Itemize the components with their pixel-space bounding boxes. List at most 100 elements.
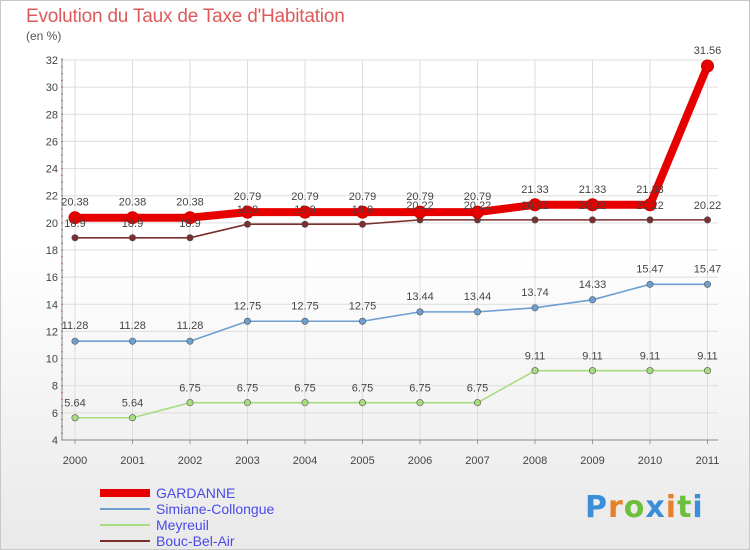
data-point-gardanne-2008 [528,198,542,212]
data-point-simiane-collongue-2009 [588,296,596,304]
data-point-meyreuil-2002 [186,399,194,407]
data-label-meyreuil-2000: 5.64 [64,398,85,410]
data-point-simiane-collongue-2004 [301,317,309,325]
y-tick-label-24: 24 [46,164,58,176]
data-point-meyreuil-2007 [473,399,481,407]
data-label-simiane-collongue-2011: 15.47 [694,263,722,275]
legend-swatch-meyreuil [100,524,150,526]
legend-label-meyreuil: Meyreuil [156,517,209,533]
data-point-simiane-collongue-2011 [703,280,711,288]
x-tick-label-2004: 2004 [293,455,317,467]
data-label-simiane-collongue-2003: 12.75 [234,300,262,312]
x-tick-label-2009: 2009 [580,455,604,467]
y-tick-label-28: 28 [46,109,58,121]
x-tick-label-2010: 2010 [638,455,662,467]
y-tick-label-32: 32 [46,55,58,67]
data-label-simiane-collongue-2001: 11.28 [119,320,146,332]
data-label-bouc-bel-air-2004: 19.9 [294,204,315,216]
data-point-simiane-collongue-2006 [416,308,424,316]
x-tick-label-2000: 2000 [63,455,87,467]
data-label-bouc-bel-air-2009: 20.22 [579,200,607,212]
data-label-gardanne-2011: 31.56 [694,45,722,57]
data-label-gardanne-2008: 21.33 [521,184,549,196]
data-label-meyreuil-2009: 9.11 [582,351,603,363]
y-tick-label-16: 16 [46,272,58,284]
series-line-bouc-bel-air [75,219,708,239]
data-label-gardanne-2004: 20.79 [291,191,319,203]
data-point-gardanne-2001 [126,211,139,225]
y-tick-label-18: 18 [46,245,58,257]
data-point-meyreuil-2010 [646,367,654,375]
data-point-meyreuil-2008 [531,367,539,375]
data-label-gardanne-2003: 20.79 [234,191,262,203]
data-point-meyreuil-2000 [71,414,79,422]
data-label-gardanne-2001: 20.38 [119,197,147,209]
data-point-bouc-bel-air-2001 [129,234,137,242]
proxiti-logo: Proxiti [585,490,704,525]
y-tick-label-14: 14 [46,299,58,311]
data-label-bouc-bel-air-2002: 18.9 [179,218,200,230]
x-tick-label-2002: 2002 [178,455,202,467]
data-label-simiane-collongue-2000: 11.28 [62,320,89,332]
legend-item-bouc-bel-air: Bouc-Bel-Air [100,533,360,549]
data-label-gardanne-2000: 20.38 [61,197,89,209]
y-tick-label-26: 26 [46,136,58,148]
data-point-simiane-collongue-2007 [473,308,481,316]
series-line-meyreuil [75,369,708,419]
data-label-bouc-bel-air-2011: 20.22 [694,200,722,212]
data-point-bouc-bel-air-2002 [186,234,194,242]
data-point-meyreuil-2006 [416,399,424,407]
y-axis-unit: (en %) [26,29,62,43]
legend: GARDANNE Simiane-Collongue Meyreuil Bouc… [100,485,360,549]
data-point-simiane-collongue-2008 [531,304,539,312]
data-point-simiane-collongue-2003 [244,317,252,325]
data-label-gardanne-2007: 20.79 [464,191,492,203]
x-tick-label-2007: 2007 [465,455,489,467]
x-tick-label-2008: 2008 [523,455,547,467]
data-label-bouc-bel-air-2007: 20.22 [464,200,492,212]
y-tick-label-30: 30 [46,82,58,94]
data-label-meyreuil-2003: 6.75 [237,383,258,395]
data-label-simiane-collongue-2010: 15.47 [636,263,664,275]
data-label-simiane-collongue-2007: 13.44 [464,291,492,303]
data-label-gardanne-2009: 21.33 [579,184,607,196]
data-label-meyreuil-2006: 6.75 [409,383,430,395]
data-label-bouc-bel-air-2001: 18.9 [122,218,143,230]
data-point-meyreuil-2003 [244,399,252,407]
data-point-gardanne-2007 [471,205,484,219]
data-point-meyreuil-2009 [588,367,596,375]
data-point-gardanne-2002 [183,211,197,225]
y-tick-label-10: 10 [46,354,58,366]
data-label-simiane-collongue-2008: 13.74 [521,287,549,299]
legend-swatch-bouc-bel-air [100,540,150,542]
x-tick-label-2006: 2006 [408,455,432,467]
data-label-meyreuil-2011: 9.11 [697,351,718,363]
data-label-meyreuil-2008: 9.11 [525,351,546,363]
legend-item-gardanne: GARDANNE [100,485,360,501]
x-tick-label-2005: 2005 [350,455,374,467]
data-point-gardanne-2003 [241,205,254,219]
legend-swatch-gardanne [100,489,150,497]
data-label-meyreuil-2007: 6.75 [467,383,488,395]
data-point-gardanne-2004 [298,205,312,219]
data-point-bouc-bel-air-2000 [71,234,79,242]
data-label-meyreuil-2010: 9.11 [640,351,661,363]
data-label-meyreuil-2002: 6.75 [179,383,200,395]
data-label-simiane-collongue-2002: 11.28 [177,320,204,332]
data-label-bouc-bel-air-2008: 20.22 [521,200,549,212]
x-tick-label-2003: 2003 [235,455,259,467]
data-point-bouc-bel-air-2004 [301,220,309,228]
data-point-meyreuil-2004 [301,399,309,407]
data-point-meyreuil-2001 [129,414,137,422]
data-label-simiane-collongue-2004: 12.75 [291,300,319,312]
series-line-simiane-collongue [75,283,708,343]
data-label-bouc-bel-air-2010: 20.22 [636,200,664,212]
y-tick-label-22: 22 [46,191,58,203]
data-label-gardanne-2010: 21.33 [636,184,664,196]
data-label-gardanne-2002: 20.38 [176,197,204,209]
legend-item-meyreuil: Meyreuil [100,517,360,533]
data-point-bouc-bel-air-2003 [244,220,252,228]
legend-label-gardanne: GARDANNE [156,485,236,501]
data-label-bouc-bel-air-2000: 18.9 [64,218,85,230]
